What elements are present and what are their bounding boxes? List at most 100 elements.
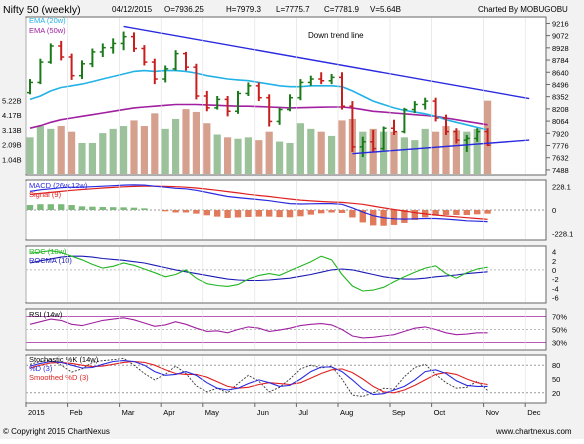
x-tick-label: Jun	[257, 408, 269, 417]
header-close: C=7781.9	[324, 5, 359, 14]
macd-histogram-bar	[182, 210, 190, 213]
macd-tick-label: 0	[552, 206, 556, 215]
macd-histogram-bar	[474, 210, 481, 215]
macd-histogram-bar	[203, 210, 210, 216]
volume-bar	[463, 131, 471, 174]
chart-credit: Charted By MOBUGOBU	[478, 5, 568, 14]
macd-histogram-bar	[193, 210, 200, 214]
volume-bar	[442, 126, 450, 174]
volume-bar	[317, 131, 325, 174]
downtrend-line	[123, 25, 530, 100]
price-tick-label: 8640	[552, 68, 569, 77]
website-text: www.chartnexus.com	[495, 427, 572, 436]
macd-histogram-bar	[307, 210, 314, 215]
rsi-tick-label: 50%	[552, 326, 567, 335]
macd-histogram-bar	[463, 210, 470, 215]
volume-bar	[276, 141, 284, 174]
stoch-smoothed-d-line	[29, 360, 488, 394]
macd-tick-label: -228.1	[552, 230, 573, 239]
macd-histogram-bar	[318, 210, 325, 214]
macd-tick-label: 228.1	[552, 182, 571, 191]
volume-tick-label: 3.13B	[2, 126, 22, 135]
roc-tick-label: -6	[552, 293, 559, 302]
roc-panel	[25, 245, 547, 304]
stoch-d-line	[29, 360, 488, 396]
volume-bar	[296, 123, 304, 174]
x-tick-label: Feb	[70, 408, 83, 417]
volume-bar	[244, 137, 252, 174]
volume-bar	[421, 128, 429, 174]
x-tick-label: Aug	[340, 408, 353, 417]
stoch-k-legend: Stochastic %K (14w)	[29, 355, 99, 364]
copyright-text: © Copyright 2015 ChartNexus	[3, 427, 110, 436]
uptrend-line	[352, 139, 530, 155]
macd-histogram-bar	[110, 207, 117, 210]
macd-histogram-bar	[58, 204, 65, 210]
volume-tick-label: 1.04B	[2, 155, 22, 164]
volume-bar	[380, 131, 388, 174]
macd-histogram-bar	[432, 210, 439, 216]
volume-bar	[57, 126, 65, 174]
rsi-tick-label: 70%	[552, 313, 567, 322]
volume-tick-label: 4.17B	[2, 111, 22, 120]
chart-title: Nifty 50 (weekly)	[3, 4, 81, 16]
volume-bar	[140, 126, 148, 174]
volume-bar	[473, 128, 481, 174]
volume-bar	[255, 140, 263, 174]
volume-bar	[338, 120, 346, 174]
rsi-line	[29, 317, 488, 339]
macd-histogram-bar	[349, 210, 356, 218]
header-open: O=7936.25	[164, 5, 204, 14]
volume-bar	[26, 137, 34, 174]
macd-histogram-bar	[141, 208, 148, 210]
x-tick-label: 2015	[28, 408, 45, 417]
volume-bar	[400, 137, 408, 174]
price-tick-label: 7776	[552, 142, 569, 151]
macd-histogram-bar	[47, 204, 54, 210]
volume-bar	[47, 128, 55, 174]
macd-histogram-bar	[130, 207, 138, 210]
roc-line	[29, 250, 488, 292]
volume-bar	[234, 138, 242, 174]
price-tick-label: 9216	[552, 19, 569, 28]
macd-histogram-bar	[484, 210, 491, 214]
roc-legend: ROC (10w)	[29, 247, 67, 256]
ema-20-line	[29, 69, 488, 131]
macd-histogram-bar	[255, 210, 262, 217]
macd-histogram-bar	[37, 204, 44, 210]
volume-bar	[88, 142, 96, 174]
macd-histogram-bar	[162, 210, 169, 212]
macd-legend: MACD (26w,12w)	[29, 181, 88, 190]
volume-bar	[36, 126, 44, 174]
rsi-legend: RSI (14w)	[29, 310, 63, 319]
stoch-tick-label: 80	[552, 361, 560, 370]
macd-histogram-bar	[89, 206, 96, 210]
macd-line	[29, 184, 488, 223]
macd-histogram-bar	[442, 210, 450, 215]
legend-ema50: EMA (50w)	[29, 26, 66, 35]
price-tick-label: 8064	[552, 117, 569, 126]
macd-histogram-bar	[390, 210, 398, 225]
volume-tick-label: 5.22B	[2, 96, 22, 105]
price-tick-label: 8496	[552, 80, 569, 89]
volume-bar	[182, 109, 190, 174]
price-tick-label: 9072	[552, 32, 569, 41]
stochastic-panel	[25, 354, 547, 404]
macd-histogram-bar	[286, 210, 294, 218]
price-tick-label: 8928	[552, 44, 569, 53]
ema-50-line	[29, 103, 488, 129]
stoch-tick-label: 50	[552, 375, 560, 384]
volume-bar	[452, 130, 460, 174]
price-tick-label: 8208	[552, 105, 569, 114]
volume-bar	[192, 111, 200, 174]
x-tick-label: Sep	[392, 408, 405, 417]
header-date: 04/12/2015	[112, 5, 153, 14]
stoch-sd-legend: Smoothed %D (3)	[29, 373, 89, 382]
macd-histogram-bar	[172, 210, 179, 213]
legend-ema20: EMA (20w)	[29, 16, 66, 25]
volume-bar	[286, 142, 294, 174]
x-tick-label: Jul	[298, 408, 308, 417]
macd-histogram-bar	[359, 210, 366, 223]
stoch-d-legend: %D (3)	[29, 364, 53, 373]
